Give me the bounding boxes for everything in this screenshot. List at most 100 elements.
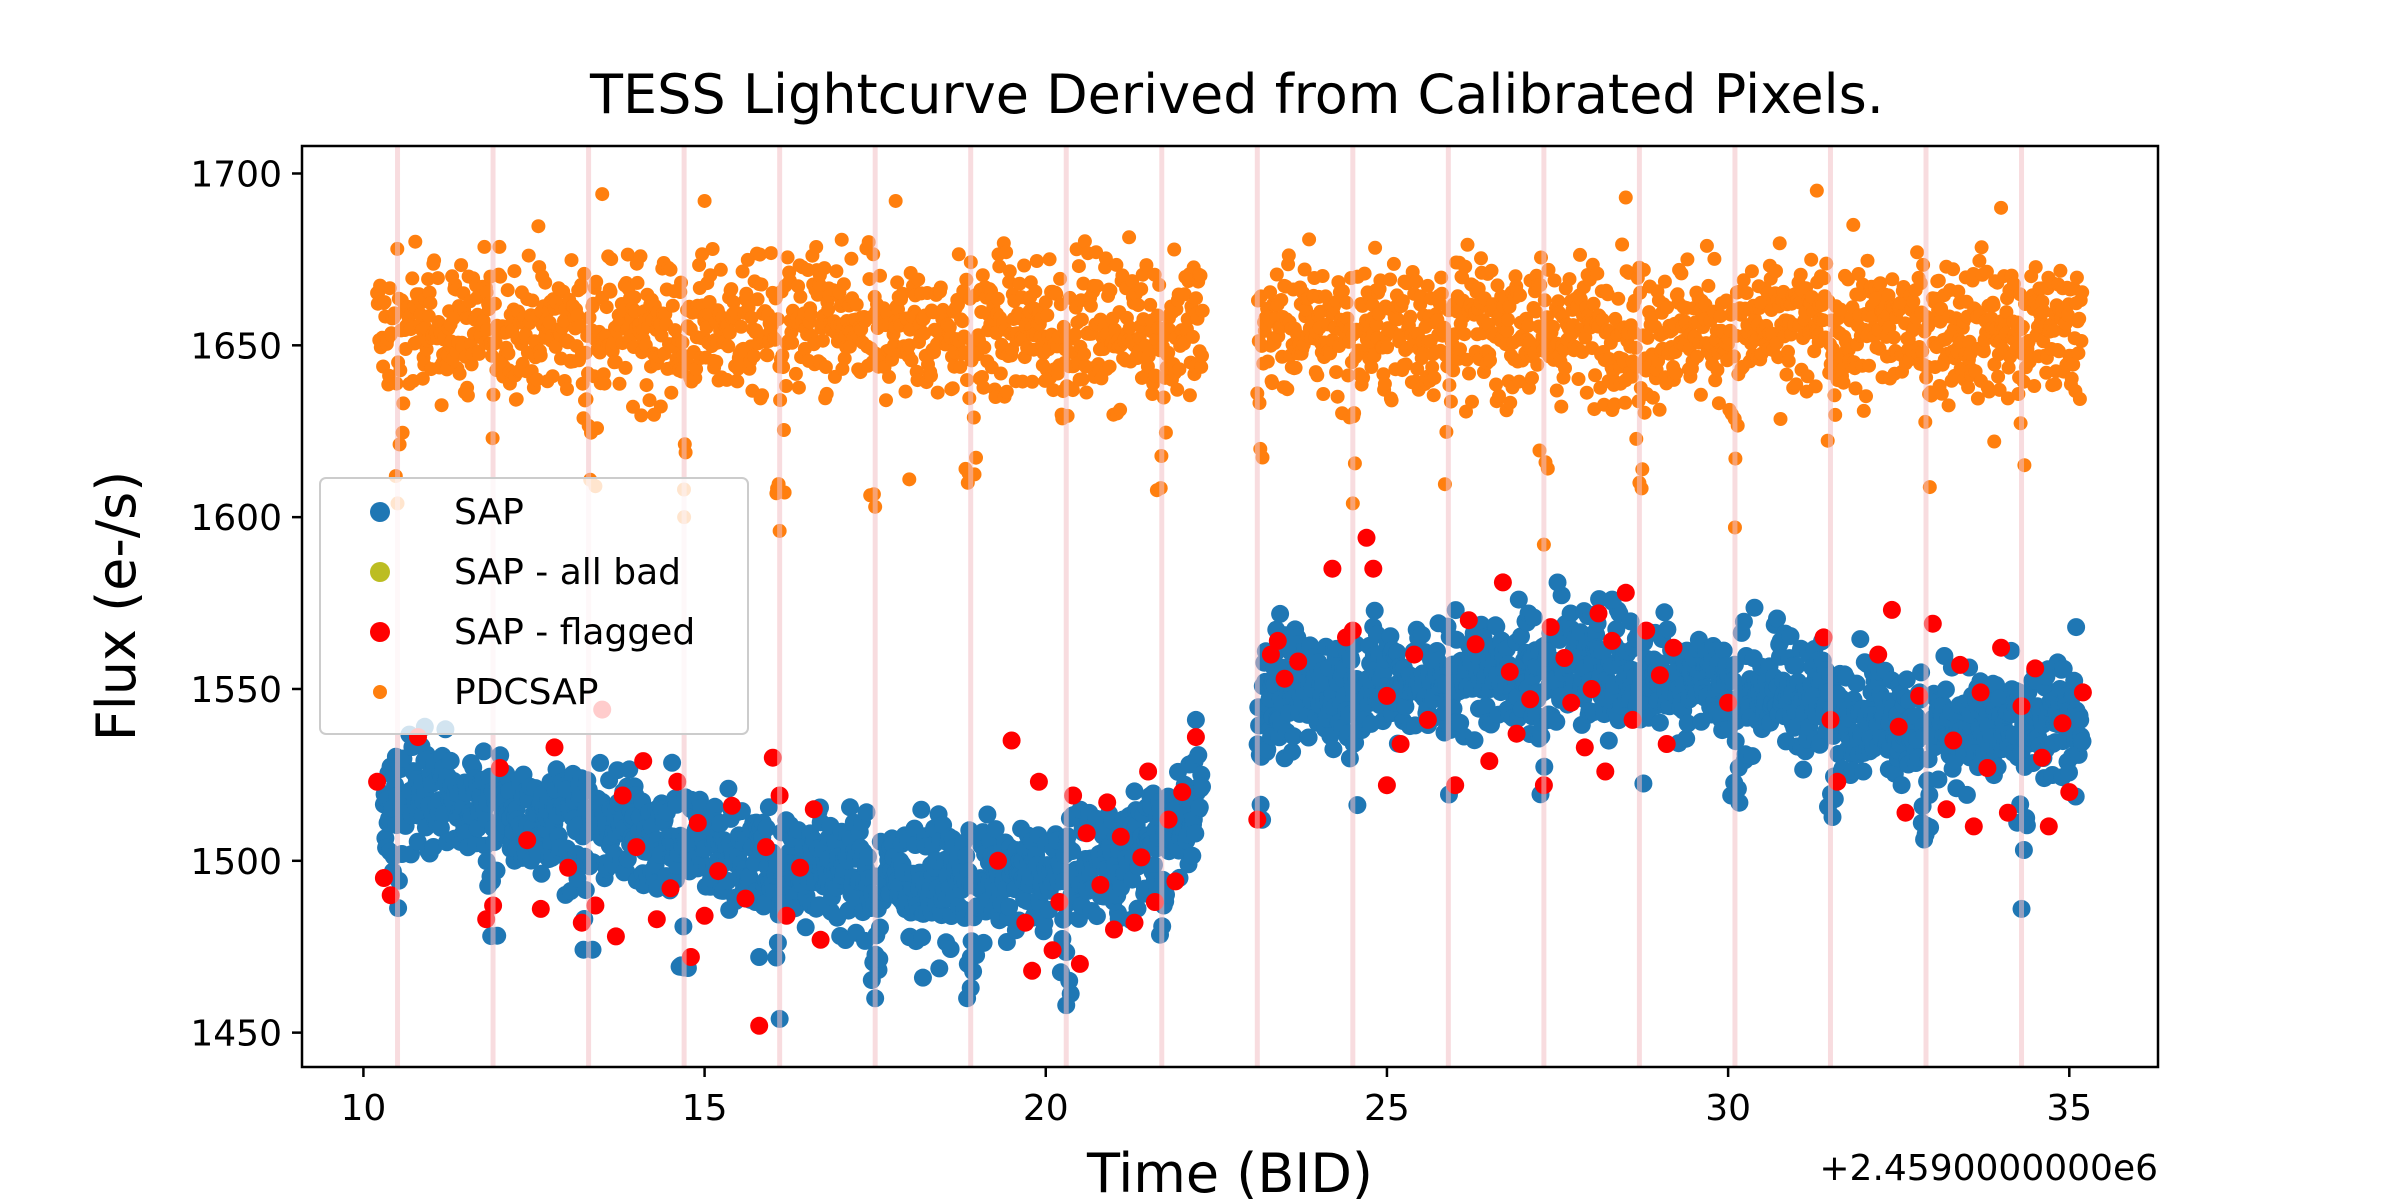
sap-point bbox=[1677, 729, 1696, 748]
y-tick-label: 1550 bbox=[190, 670, 282, 711]
pdcsap-point bbox=[2066, 357, 2081, 372]
sap-point bbox=[1990, 689, 2009, 708]
sap-point bbox=[1794, 760, 1813, 779]
pdcsap-point bbox=[1987, 434, 2002, 449]
chart-title: TESS Lightcurve Derived from Calibrated … bbox=[589, 63, 1884, 126]
pdcsap-point bbox=[570, 308, 585, 323]
pdcsap-point bbox=[1410, 361, 1425, 376]
sap-point bbox=[1892, 776, 1911, 795]
pdcsap-point bbox=[1143, 297, 1158, 312]
pdcsap-point bbox=[557, 313, 571, 328]
sap-flagged-point bbox=[1521, 690, 1540, 709]
pdcsap-point bbox=[2048, 377, 2063, 392]
sap-flagged-point bbox=[606, 927, 625, 946]
pdcsap-point bbox=[975, 370, 989, 384]
pdcsap-point bbox=[1071, 259, 1086, 274]
pdcsap-point bbox=[2036, 304, 2051, 319]
pdcsap-point bbox=[2072, 311, 2087, 326]
pdcsap-point bbox=[1103, 283, 1118, 298]
sap-point bbox=[491, 746, 510, 765]
sap-point bbox=[1745, 598, 1764, 617]
pdcsap-point bbox=[1562, 272, 1577, 287]
sap-flagged-point bbox=[1016, 913, 1035, 932]
y-axis-label: Flux (e-/s) bbox=[85, 471, 148, 742]
sap-point bbox=[1621, 612, 1640, 631]
pdcsap-point bbox=[1986, 298, 2001, 313]
sap-point bbox=[1374, 663, 1393, 682]
pdcsap-point bbox=[1395, 294, 1410, 308]
pdcsap-point bbox=[2051, 344, 2066, 359]
sap-flagged-point bbox=[1391, 735, 1410, 753]
pdcsap-point bbox=[620, 247, 635, 262]
sap-point bbox=[796, 918, 815, 937]
sap-point bbox=[857, 803, 876, 822]
pdcsap-point bbox=[1739, 286, 1754, 300]
pdcsap-point bbox=[1772, 236, 1787, 251]
pdcsap-point bbox=[1860, 253, 1875, 268]
pdcsap-point bbox=[1680, 252, 1695, 267]
pdcsap-point bbox=[1693, 387, 1708, 402]
pdcsap-point bbox=[1951, 284, 1966, 299]
pdcsap-point bbox=[415, 371, 430, 386]
pdcsap-point bbox=[734, 319, 749, 334]
x-axis-label: Time (BID) bbox=[1086, 1142, 1373, 1200]
pdcsap-point bbox=[1377, 376, 1392, 391]
pdcsap-point bbox=[452, 366, 467, 381]
sap-point bbox=[620, 760, 639, 779]
pdcsap-point bbox=[1586, 296, 1601, 311]
pdcsap-point bbox=[754, 277, 769, 292]
sap-flagged-point bbox=[1132, 848, 1151, 867]
pdcsap-point bbox=[837, 351, 852, 366]
pdcsap-point bbox=[779, 379, 794, 393]
pdcsap-point bbox=[439, 362, 454, 377]
pdcsap-point bbox=[548, 339, 563, 354]
sap-flagged-point bbox=[1275, 669, 1294, 688]
sap-point bbox=[986, 820, 1005, 839]
pdcsap-point bbox=[933, 280, 948, 295]
pdcsap-point bbox=[1500, 323, 1515, 338]
pdcsap-point bbox=[423, 296, 438, 311]
pdcsap-point bbox=[477, 239, 492, 254]
pdcsap-point bbox=[1386, 256, 1401, 271]
pdcsap-point bbox=[1769, 264, 1783, 278]
sap-flagged-point bbox=[1261, 645, 1280, 664]
pdcsap-point bbox=[1972, 253, 1987, 268]
pdcsap-point bbox=[844, 251, 859, 266]
pdcsap-point bbox=[1546, 319, 1560, 334]
sap-point bbox=[1897, 670, 1916, 689]
pdcsap-point bbox=[2027, 379, 2042, 393]
pdcsap-point bbox=[1660, 300, 1675, 315]
pdcsap-point bbox=[1773, 412, 1788, 426]
sap-point bbox=[1283, 742, 1302, 761]
pdcsap-point bbox=[861, 235, 876, 250]
sap-point bbox=[1590, 590, 1609, 609]
pdcsap-point bbox=[422, 285, 437, 300]
pdcsap-point bbox=[1885, 272, 1900, 287]
pdcsap-point bbox=[1618, 395, 1633, 410]
pdcsap-point bbox=[1710, 362, 1725, 377]
pdcsap-point bbox=[834, 232, 849, 247]
pdcsap-point bbox=[953, 359, 968, 374]
pdcsap-point bbox=[454, 258, 469, 273]
pdcsap-point bbox=[760, 348, 775, 363]
sap-point bbox=[1125, 782, 1144, 801]
pdcsap-point bbox=[1690, 349, 1705, 364]
pdcsap-point bbox=[836, 277, 851, 292]
pdcsap-point bbox=[1329, 365, 1344, 380]
pdcsap-point bbox=[911, 272, 926, 287]
sap-flagged-point bbox=[1998, 803, 2017, 822]
pdcsap-point bbox=[1652, 402, 1667, 417]
pdcsap-point bbox=[713, 262, 728, 277]
pdcsap-point bbox=[1089, 279, 1104, 294]
pdcsap-point bbox=[501, 346, 516, 361]
sap-flagged-point bbox=[1186, 728, 1205, 747]
pdcsap-point bbox=[639, 378, 654, 393]
sap-flagged-point bbox=[1507, 724, 1526, 743]
sap-point bbox=[441, 751, 460, 770]
pdcsap-point bbox=[1817, 271, 1831, 286]
pdcsap-point bbox=[888, 193, 903, 208]
momentum-dump-lines bbox=[395, 146, 2025, 1067]
pdcsap-point bbox=[599, 300, 614, 315]
pdcsap-point bbox=[1800, 369, 1815, 384]
sap-point bbox=[740, 867, 759, 886]
